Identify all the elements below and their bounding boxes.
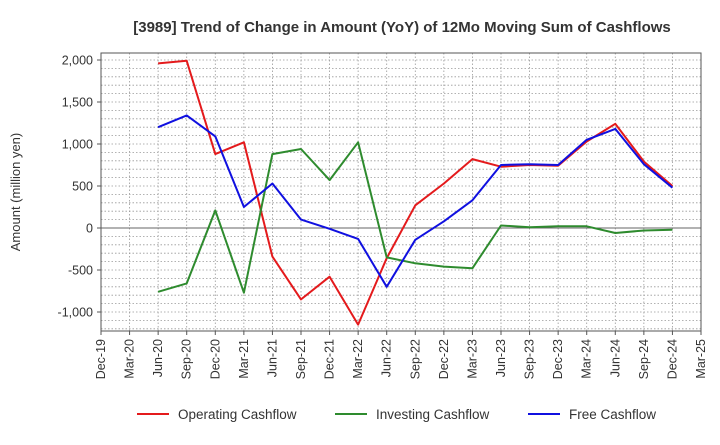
x-tick-label: Sep-22: [408, 339, 422, 379]
y-tick-label: 500: [72, 180, 93, 194]
x-tick-label: Jun-24: [608, 339, 622, 377]
x-tick-label: Jun-23: [494, 339, 508, 377]
x-tick-label: Dec-20: [208, 339, 222, 379]
y-tick-label: -500: [68, 264, 93, 278]
y-axis-label: Amount (million yen): [8, 133, 23, 252]
y-tick-label: 2,000: [62, 54, 93, 68]
x-tick-label: Dec-19: [94, 339, 108, 379]
x-tick-label: Jun-22: [380, 339, 394, 377]
x-tick-label: Sep-23: [523, 339, 537, 379]
free-cashflow-line: [157, 114, 674, 288]
x-tick-label: Mar-20: [123, 339, 137, 379]
investing-cashflow-line: [157, 141, 673, 294]
x-tick-label: Dec-21: [323, 339, 337, 379]
x-tick-label: Mar-22: [351, 339, 365, 379]
operating-cashflow-line: [158, 59, 674, 326]
x-tick-label: Dec-23: [551, 339, 565, 379]
axes: [100, 52, 702, 332]
x-tick-label: Jun-20: [151, 339, 165, 377]
x-tick-label: Mar-21: [237, 339, 251, 379]
investing-cashflow-legend-label: Investing Cashflow: [376, 407, 490, 422]
free-cashflow-legend-label: Free Cashflow: [569, 407, 656, 422]
operating-cashflow-legend-label: Operating Cashflow: [178, 407, 297, 422]
y-tick-label: 1,500: [62, 96, 93, 110]
x-ticks: Dec-19 Mar-20 Jun-20 Sep-20 Dec-20 Mar-21 Jun-…: [94, 331, 708, 379]
y-tick-label: 0: [86, 222, 93, 236]
y-tick-label: 1,000: [62, 138, 93, 152]
x-tick-label: Mar-24: [580, 339, 594, 379]
x-tick-label: Sep-24: [637, 339, 651, 379]
x-tick-label: Dec-22: [437, 339, 451, 379]
grid: [100, 53, 702, 331]
x-tick-label: Sep-21: [294, 339, 308, 379]
x-tick-label: Dec-24: [665, 339, 679, 379]
chart-title: [3989] Trend of Change in Amount (YoY) o…: [133, 19, 671, 36]
x-tick-label: Mar-23: [465, 339, 479, 379]
plot-frame: [100, 52, 702, 332]
y-tick-label: -1,000: [58, 306, 93, 320]
series-lines: [157, 59, 674, 326]
legend: Operating Cashflow Investing Cashflow Free…: [137, 407, 656, 422]
x-tick-label: Mar-25: [694, 339, 708, 379]
x-tick-label: Sep-20: [180, 339, 194, 379]
x-tick-label: Jun-21: [265, 339, 279, 377]
y-ticks: 2,000 1,500 1,000 500 0 -500 -1,000: [58, 54, 101, 320]
